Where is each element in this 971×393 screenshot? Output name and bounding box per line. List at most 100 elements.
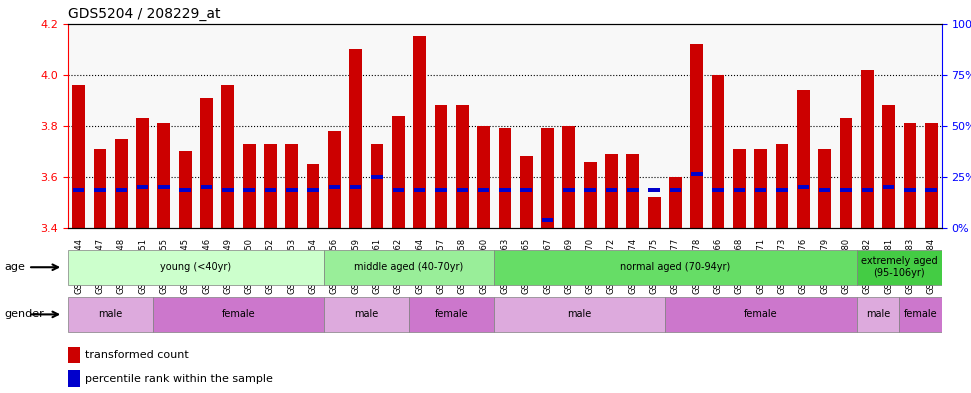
Bar	[201, 185, 213, 189]
Text: GDS5204 / 208229_at: GDS5204 / 208229_at	[68, 7, 220, 21]
Bar	[328, 131, 341, 228]
Bar	[72, 85, 85, 228]
Text: normal aged (70-94yr): normal aged (70-94yr)	[620, 262, 730, 272]
Bar	[883, 185, 894, 189]
Bar	[73, 188, 84, 191]
Bar	[478, 188, 489, 191]
Bar	[116, 188, 127, 191]
Text: female: female	[221, 309, 255, 320]
Bar	[414, 36, 426, 228]
Bar	[541, 128, 553, 228]
Bar	[179, 151, 191, 228]
Bar	[670, 188, 682, 191]
Bar	[562, 126, 575, 228]
Bar	[925, 188, 937, 191]
Bar	[477, 126, 490, 228]
Bar	[669, 177, 682, 228]
Bar	[542, 219, 553, 222]
Text: female: female	[435, 309, 468, 320]
FancyBboxPatch shape	[856, 297, 899, 332]
Bar	[563, 188, 575, 191]
Text: female: female	[904, 309, 937, 320]
Bar	[519, 156, 533, 228]
FancyBboxPatch shape	[494, 297, 665, 332]
Bar	[265, 188, 276, 191]
Bar	[754, 149, 767, 228]
FancyBboxPatch shape	[153, 297, 323, 332]
Bar	[499, 188, 511, 191]
Bar	[520, 188, 532, 191]
Bar	[861, 70, 874, 228]
Text: middle aged (40-70yr): middle aged (40-70yr)	[354, 262, 463, 272]
Bar	[244, 188, 255, 191]
Bar	[498, 128, 512, 228]
FancyBboxPatch shape	[899, 297, 942, 332]
Bar	[286, 188, 297, 191]
Bar	[350, 185, 361, 189]
Text: gender: gender	[5, 309, 45, 320]
Bar	[712, 75, 724, 228]
Bar	[371, 143, 384, 228]
Text: male: male	[866, 309, 890, 320]
Bar	[350, 49, 362, 228]
Bar	[797, 90, 810, 228]
Bar	[924, 123, 938, 228]
Bar	[136, 118, 149, 228]
Bar	[158, 185, 170, 189]
Bar	[308, 188, 318, 191]
Bar	[93, 149, 107, 228]
Bar	[68, 347, 81, 363]
Bar	[733, 149, 746, 228]
FancyBboxPatch shape	[323, 297, 409, 332]
Bar	[585, 188, 596, 191]
Bar	[435, 105, 448, 228]
Bar	[606, 188, 618, 191]
Bar	[691, 173, 702, 176]
Bar	[861, 188, 873, 191]
FancyBboxPatch shape	[494, 250, 856, 285]
FancyBboxPatch shape	[409, 297, 494, 332]
Bar	[605, 154, 618, 228]
Bar	[137, 185, 149, 189]
Bar	[180, 188, 191, 191]
Bar	[776, 143, 788, 228]
Text: age: age	[5, 262, 25, 272]
Bar	[328, 185, 340, 189]
FancyBboxPatch shape	[856, 250, 942, 285]
Bar	[221, 85, 234, 228]
Bar	[903, 123, 917, 228]
Bar	[713, 188, 723, 191]
Bar	[819, 149, 831, 228]
Bar	[754, 188, 766, 191]
Bar	[776, 188, 787, 191]
Bar	[392, 116, 405, 228]
Bar	[904, 188, 916, 191]
Text: male: male	[98, 309, 122, 320]
Bar	[690, 44, 703, 228]
Bar	[819, 188, 830, 191]
Text: male: male	[567, 309, 591, 320]
Bar	[456, 105, 469, 228]
Bar	[627, 188, 639, 191]
Text: extremely aged
(95-106yr): extremely aged (95-106yr)	[861, 257, 938, 278]
FancyBboxPatch shape	[68, 297, 153, 332]
Bar	[222, 188, 234, 191]
FancyBboxPatch shape	[323, 250, 494, 285]
Bar	[840, 118, 853, 228]
Text: young (<40yr): young (<40yr)	[160, 262, 231, 272]
Bar	[584, 162, 596, 228]
Bar	[883, 105, 895, 228]
Bar	[157, 123, 170, 228]
Bar	[115, 138, 127, 228]
Text: male: male	[354, 309, 379, 320]
FancyBboxPatch shape	[68, 250, 323, 285]
Bar	[840, 188, 852, 191]
Bar	[264, 143, 277, 228]
Bar	[414, 188, 425, 191]
Bar	[68, 370, 81, 387]
Bar	[648, 197, 660, 228]
Bar	[307, 164, 319, 228]
Text: female: female	[744, 309, 778, 320]
FancyBboxPatch shape	[665, 297, 856, 332]
Text: transformed count: transformed count	[85, 350, 188, 360]
